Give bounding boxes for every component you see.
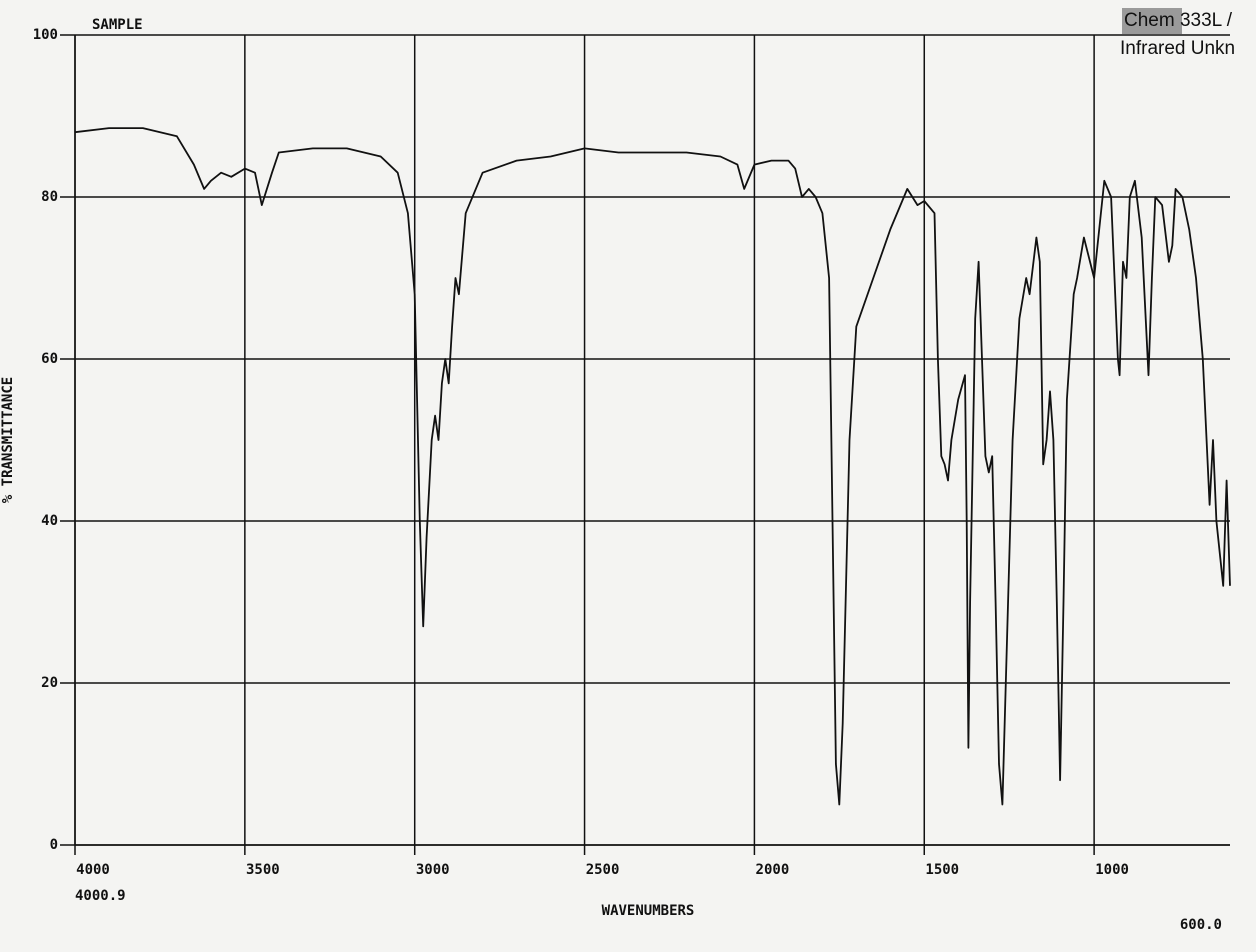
x-tick-label: 2000	[756, 862, 790, 878]
y-tick-label: 80	[41, 189, 58, 205]
chart-title: SAMPLE	[92, 17, 143, 33]
x-end-label: 600.0	[1180, 917, 1222, 933]
header-line: Chem 333L /	[1124, 10, 1233, 31]
x-tick-label: 3500	[246, 862, 280, 878]
x-tick-label: 2500	[586, 862, 620, 878]
highlight	[1122, 8, 1182, 34]
x-tick-label: 1500	[925, 862, 959, 878]
x-start-label: 4000.9	[75, 888, 126, 904]
x-tick-label: 3000	[416, 862, 450, 878]
y-tick-label: 20	[41, 675, 58, 691]
y-tick-label: 60	[41, 351, 58, 367]
y-axis-label: % TRANSMITTANCE	[0, 377, 16, 503]
x-tick-label: 4000	[76, 862, 110, 878]
y-tick-label: 100	[33, 27, 58, 43]
y-tick-label: 0	[50, 837, 58, 853]
x-tick-label: 1000	[1095, 862, 1129, 878]
y-tick-label: 40	[41, 513, 58, 529]
spectrum-line	[74, 127, 1231, 806]
x-axis-label: WAVENUMBERS	[602, 903, 695, 919]
header-line: Infrared Unkn	[1120, 38, 1235, 59]
